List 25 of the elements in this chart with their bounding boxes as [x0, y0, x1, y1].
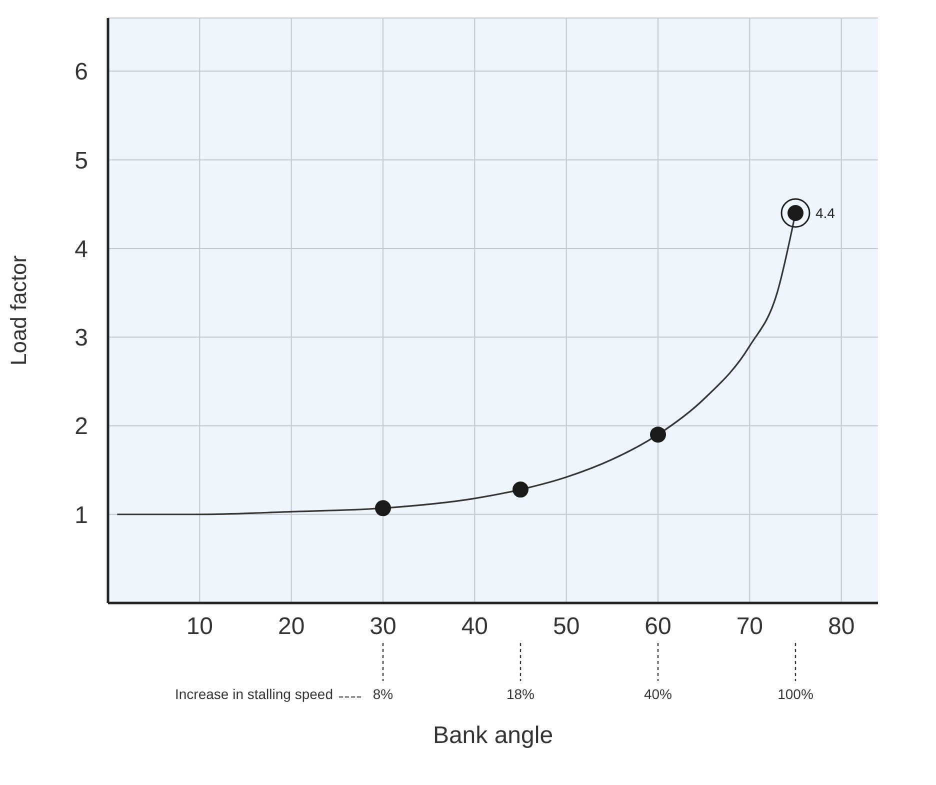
x-tick-label: 50	[552, 613, 580, 640]
x-tick-label: 10	[186, 613, 214, 640]
annotation: 8%	[372, 686, 394, 702]
annotation: 40%	[644, 686, 672, 702]
y-tick-label: 4	[74, 236, 88, 263]
point	[650, 426, 666, 443]
y-tick-label: 6	[74, 58, 88, 86]
y-tick-label: 3	[74, 324, 88, 352]
x-tick-label: 20	[278, 613, 305, 640]
x-tick-label: 30	[370, 613, 396, 640]
x-axis-title: Bank angle	[432, 722, 554, 749]
annotation: 100%	[778, 686, 814, 702]
point	[375, 500, 391, 516]
x-tick-label: 40	[461, 613, 488, 640]
y-tick-label: 5	[74, 147, 88, 174]
x-tick-label: 60	[644, 613, 672, 640]
point	[512, 482, 528, 498]
y-tick-label: 1	[74, 502, 88, 529]
y-tick-label: 2	[74, 413, 88, 440]
x-tick-label: 80	[828, 613, 855, 640]
x-tick-label: 70	[736, 613, 764, 640]
y-axis-title: Load factor	[6, 255, 31, 366]
data-label: 4.4	[816, 205, 836, 221]
annotation: 18%	[506, 686, 535, 702]
text: Increase in stalling speed	[175, 686, 333, 702]
